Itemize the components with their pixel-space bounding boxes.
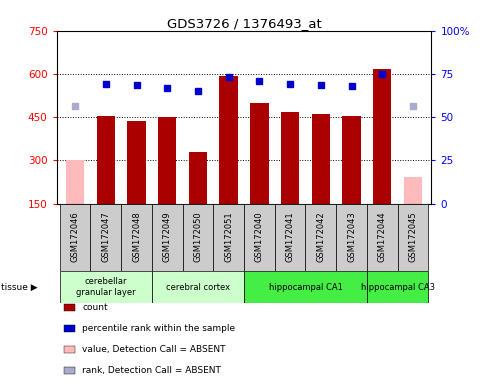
Text: GSM172044: GSM172044 xyxy=(378,212,387,262)
Bar xyxy=(397,204,428,271)
Text: GSM172041: GSM172041 xyxy=(285,212,295,262)
Bar xyxy=(121,204,152,271)
Bar xyxy=(275,204,306,271)
Bar xyxy=(373,69,391,204)
Bar xyxy=(182,204,213,271)
Text: GSM172047: GSM172047 xyxy=(102,212,110,263)
Bar xyxy=(152,204,182,271)
Text: count: count xyxy=(82,303,108,312)
Bar xyxy=(60,271,152,303)
Bar xyxy=(367,204,397,271)
Bar xyxy=(336,204,367,271)
Bar xyxy=(342,116,361,204)
Bar xyxy=(127,121,146,204)
Text: GSM172045: GSM172045 xyxy=(408,212,418,262)
Text: hippocampal CA3: hippocampal CA3 xyxy=(360,283,435,291)
Text: cerebellar
granular layer: cerebellar granular layer xyxy=(76,277,136,297)
Text: rank, Detection Call = ABSENT: rank, Detection Call = ABSENT xyxy=(82,366,221,375)
Text: GSM172042: GSM172042 xyxy=(317,212,325,262)
Text: GSM172040: GSM172040 xyxy=(255,212,264,262)
Text: GSM172050: GSM172050 xyxy=(193,212,203,262)
Text: cerebral cortex: cerebral cortex xyxy=(166,283,230,291)
Bar xyxy=(97,116,115,204)
Bar xyxy=(189,152,207,204)
Bar xyxy=(244,271,367,303)
Bar xyxy=(404,177,422,204)
Text: GSM172049: GSM172049 xyxy=(163,212,172,262)
Text: tissue ▶: tissue ▶ xyxy=(1,283,37,291)
Bar xyxy=(367,271,428,303)
Bar xyxy=(306,204,336,271)
Text: GSM172051: GSM172051 xyxy=(224,212,233,262)
Bar xyxy=(213,204,244,271)
Bar xyxy=(60,204,91,271)
Text: GSM172043: GSM172043 xyxy=(347,212,356,263)
Bar xyxy=(219,76,238,204)
Text: GSM172048: GSM172048 xyxy=(132,212,141,263)
Bar xyxy=(250,103,269,204)
Bar xyxy=(244,204,275,271)
Text: value, Detection Call = ABSENT: value, Detection Call = ABSENT xyxy=(82,345,226,354)
Text: GSM172046: GSM172046 xyxy=(70,212,80,263)
Bar xyxy=(91,204,121,271)
Bar xyxy=(281,112,299,204)
Bar xyxy=(158,117,176,204)
Text: percentile rank within the sample: percentile rank within the sample xyxy=(82,324,236,333)
Bar xyxy=(152,271,244,303)
Title: GDS3726 / 1376493_at: GDS3726 / 1376493_at xyxy=(167,17,321,30)
Text: hippocampal CA1: hippocampal CA1 xyxy=(269,283,343,291)
Bar xyxy=(312,114,330,204)
Bar xyxy=(66,160,84,204)
